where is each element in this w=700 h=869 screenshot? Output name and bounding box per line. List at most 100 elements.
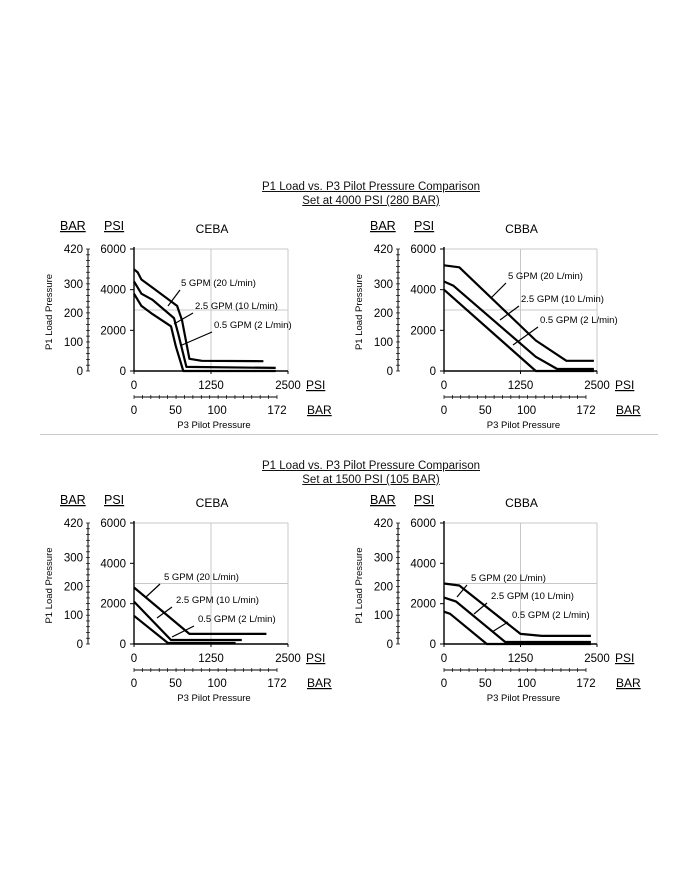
chart-2: 0 2000 4000 6000 0 100 200 300 420 BAR PSI CBBA P1 L… <box>354 219 641 431</box>
x-tick-label-psi: 2500 <box>275 380 301 392</box>
y-tick-label-psi: 4000 <box>100 285 126 297</box>
x-unit-bar: BAR <box>307 403 332 417</box>
series-line <box>443 582 591 638</box>
y-tick-label-bar: 100 <box>64 610 83 622</box>
y-unit-bar: BAR <box>60 219 86 233</box>
y-tick-label-psi: 4000 <box>410 558 436 570</box>
x-unit-bar: BAR <box>616 676 641 690</box>
y-tick-label-bar: 300 <box>64 279 83 291</box>
series-label: 0.5 GPM (2 L/min) <box>198 614 276 625</box>
series-label: 2.5 GPM (10 L/min) <box>521 294 604 305</box>
chart-title: CEBA <box>196 222 229 236</box>
y-tick-label-bar: 0 <box>77 639 83 651</box>
y-tick-label-bar: 100 <box>374 337 393 349</box>
series-line <box>133 293 276 373</box>
x-tick-label-bar: 172 <box>576 678 595 690</box>
series-leader-line <box>171 625 195 638</box>
series-line <box>443 610 591 646</box>
series-leader-line <box>145 583 161 598</box>
series-line <box>133 268 264 363</box>
series-leader-line <box>156 606 173 619</box>
y-tick-label-bar: 0 <box>387 639 393 651</box>
y-tick-label-psi: 6000 <box>100 244 126 256</box>
x-tick-label-psi: 1250 <box>508 380 534 392</box>
x-tick-label-psi: 1250 <box>198 380 224 392</box>
x-tick-label-bar: 50 <box>169 405 182 417</box>
y-tick-label-psi: 2000 <box>100 325 126 337</box>
section-title-bottom: P1 Load vs. P3 Pilot Pressure Comparison <box>262 460 480 472</box>
y-axis-label: P1 Load Pressure <box>354 274 365 350</box>
x-tick-label-bar: 50 <box>169 678 182 690</box>
section-subtitle-top: Set at 4000 PSI (280 BAR) <box>302 195 440 207</box>
x-tick-label-psi: 2500 <box>584 653 610 665</box>
y-tick-label-psi: 0 <box>120 366 126 378</box>
y-tick-label-bar: 200 <box>64 581 83 593</box>
x-unit-psi: PSI <box>615 651 634 665</box>
x-tick-label-bar: 50 <box>479 678 492 690</box>
y-unit-bar: BAR <box>60 493 86 507</box>
y-axis-label: P1 Load Pressure <box>44 547 55 623</box>
series-leader-line <box>181 331 213 346</box>
x-axis-label: P3 Pilot Pressure <box>487 693 560 704</box>
series-label: 2.5 GPM (10 L/min) <box>176 595 259 606</box>
chart-3: 0 2000 4000 6000 0 100 200 300 420 BAR PSI CEBA P1 L… <box>44 493 332 704</box>
y-tick-label-psi: 4000 <box>100 558 126 570</box>
y-unit-psi: PSI <box>104 219 124 233</box>
chart-title: CEBA <box>196 496 229 510</box>
series-line <box>443 280 594 371</box>
series-leader-line <box>491 621 509 633</box>
x-tick-label-psi: 1250 <box>198 653 224 665</box>
y-unit-psi: PSI <box>414 219 434 233</box>
x-tick-label-psi: 0 <box>441 653 447 665</box>
y-tick-label-psi: 2000 <box>100 599 126 611</box>
y-tick-label-bar: 200 <box>374 308 393 320</box>
x-axis-label: P3 Pilot Pressure <box>487 420 560 431</box>
y-tick-label-bar: 0 <box>77 366 83 378</box>
y-tick-label-psi: 2000 <box>410 599 436 611</box>
y-tick-label-psi: 6000 <box>410 244 436 256</box>
x-tick-label-bar: 50 <box>479 405 492 417</box>
y-tick-label-bar: 420 <box>374 518 393 530</box>
x-tick-label-bar: 100 <box>208 678 227 690</box>
x-unit-psi: PSI <box>306 378 325 392</box>
x-tick-label-psi: 1250 <box>508 653 534 665</box>
series-line <box>443 288 594 373</box>
y-axis-label: P1 Load Pressure <box>354 547 365 623</box>
x-tick-label-bar: 0 <box>131 678 137 690</box>
y-tick-label-bar: 100 <box>64 337 83 349</box>
series-leader-line <box>499 305 520 321</box>
series-line <box>443 596 591 644</box>
series-label: 0.5 GPM (2 L/min) <box>214 320 292 331</box>
y-tick-label-bar: 300 <box>374 553 393 565</box>
y-tick-label-bar: 420 <box>64 518 83 530</box>
x-tick-label-bar: 100 <box>208 405 227 417</box>
x-tick-label-bar: 100 <box>517 678 536 690</box>
x-tick-label-bar: 172 <box>267 405 286 417</box>
series-leader-line <box>512 326 539 346</box>
y-unit-bar: BAR <box>370 219 396 233</box>
series-line <box>133 586 267 636</box>
series-line <box>133 614 236 645</box>
x-tick-label-bar: 0 <box>441 678 447 690</box>
x-unit-bar: BAR <box>307 676 332 690</box>
y-tick-label-bar: 100 <box>374 610 393 622</box>
chart-title: CBBA <box>505 496 538 510</box>
series-label: 0.5 GPM (2 L/min) <box>512 610 590 621</box>
x-unit-psi: PSI <box>615 378 634 392</box>
series-label: 5 GPM (20 L/min) <box>181 278 256 289</box>
series-leader-line <box>473 602 488 615</box>
series-label: 5 GPM (20 L/min) <box>471 573 546 584</box>
series-label: 5 GPM (20 L/min) <box>508 271 583 282</box>
y-tick-label-psi: 0 <box>430 366 436 378</box>
y-tick-label-bar: 0 <box>387 366 393 378</box>
x-unit-psi: PSI <box>306 651 325 665</box>
y-unit-bar: BAR <box>370 493 396 507</box>
y-tick-label-psi: 6000 <box>100 518 126 530</box>
section-divider <box>40 434 658 435</box>
y-tick-label-bar: 300 <box>374 279 393 291</box>
y-tick-label-psi: 0 <box>120 639 126 651</box>
series-line <box>443 264 594 362</box>
series-label: 2.5 GPM (10 L/min) <box>195 301 278 312</box>
x-tick-label-psi: 0 <box>131 653 137 665</box>
